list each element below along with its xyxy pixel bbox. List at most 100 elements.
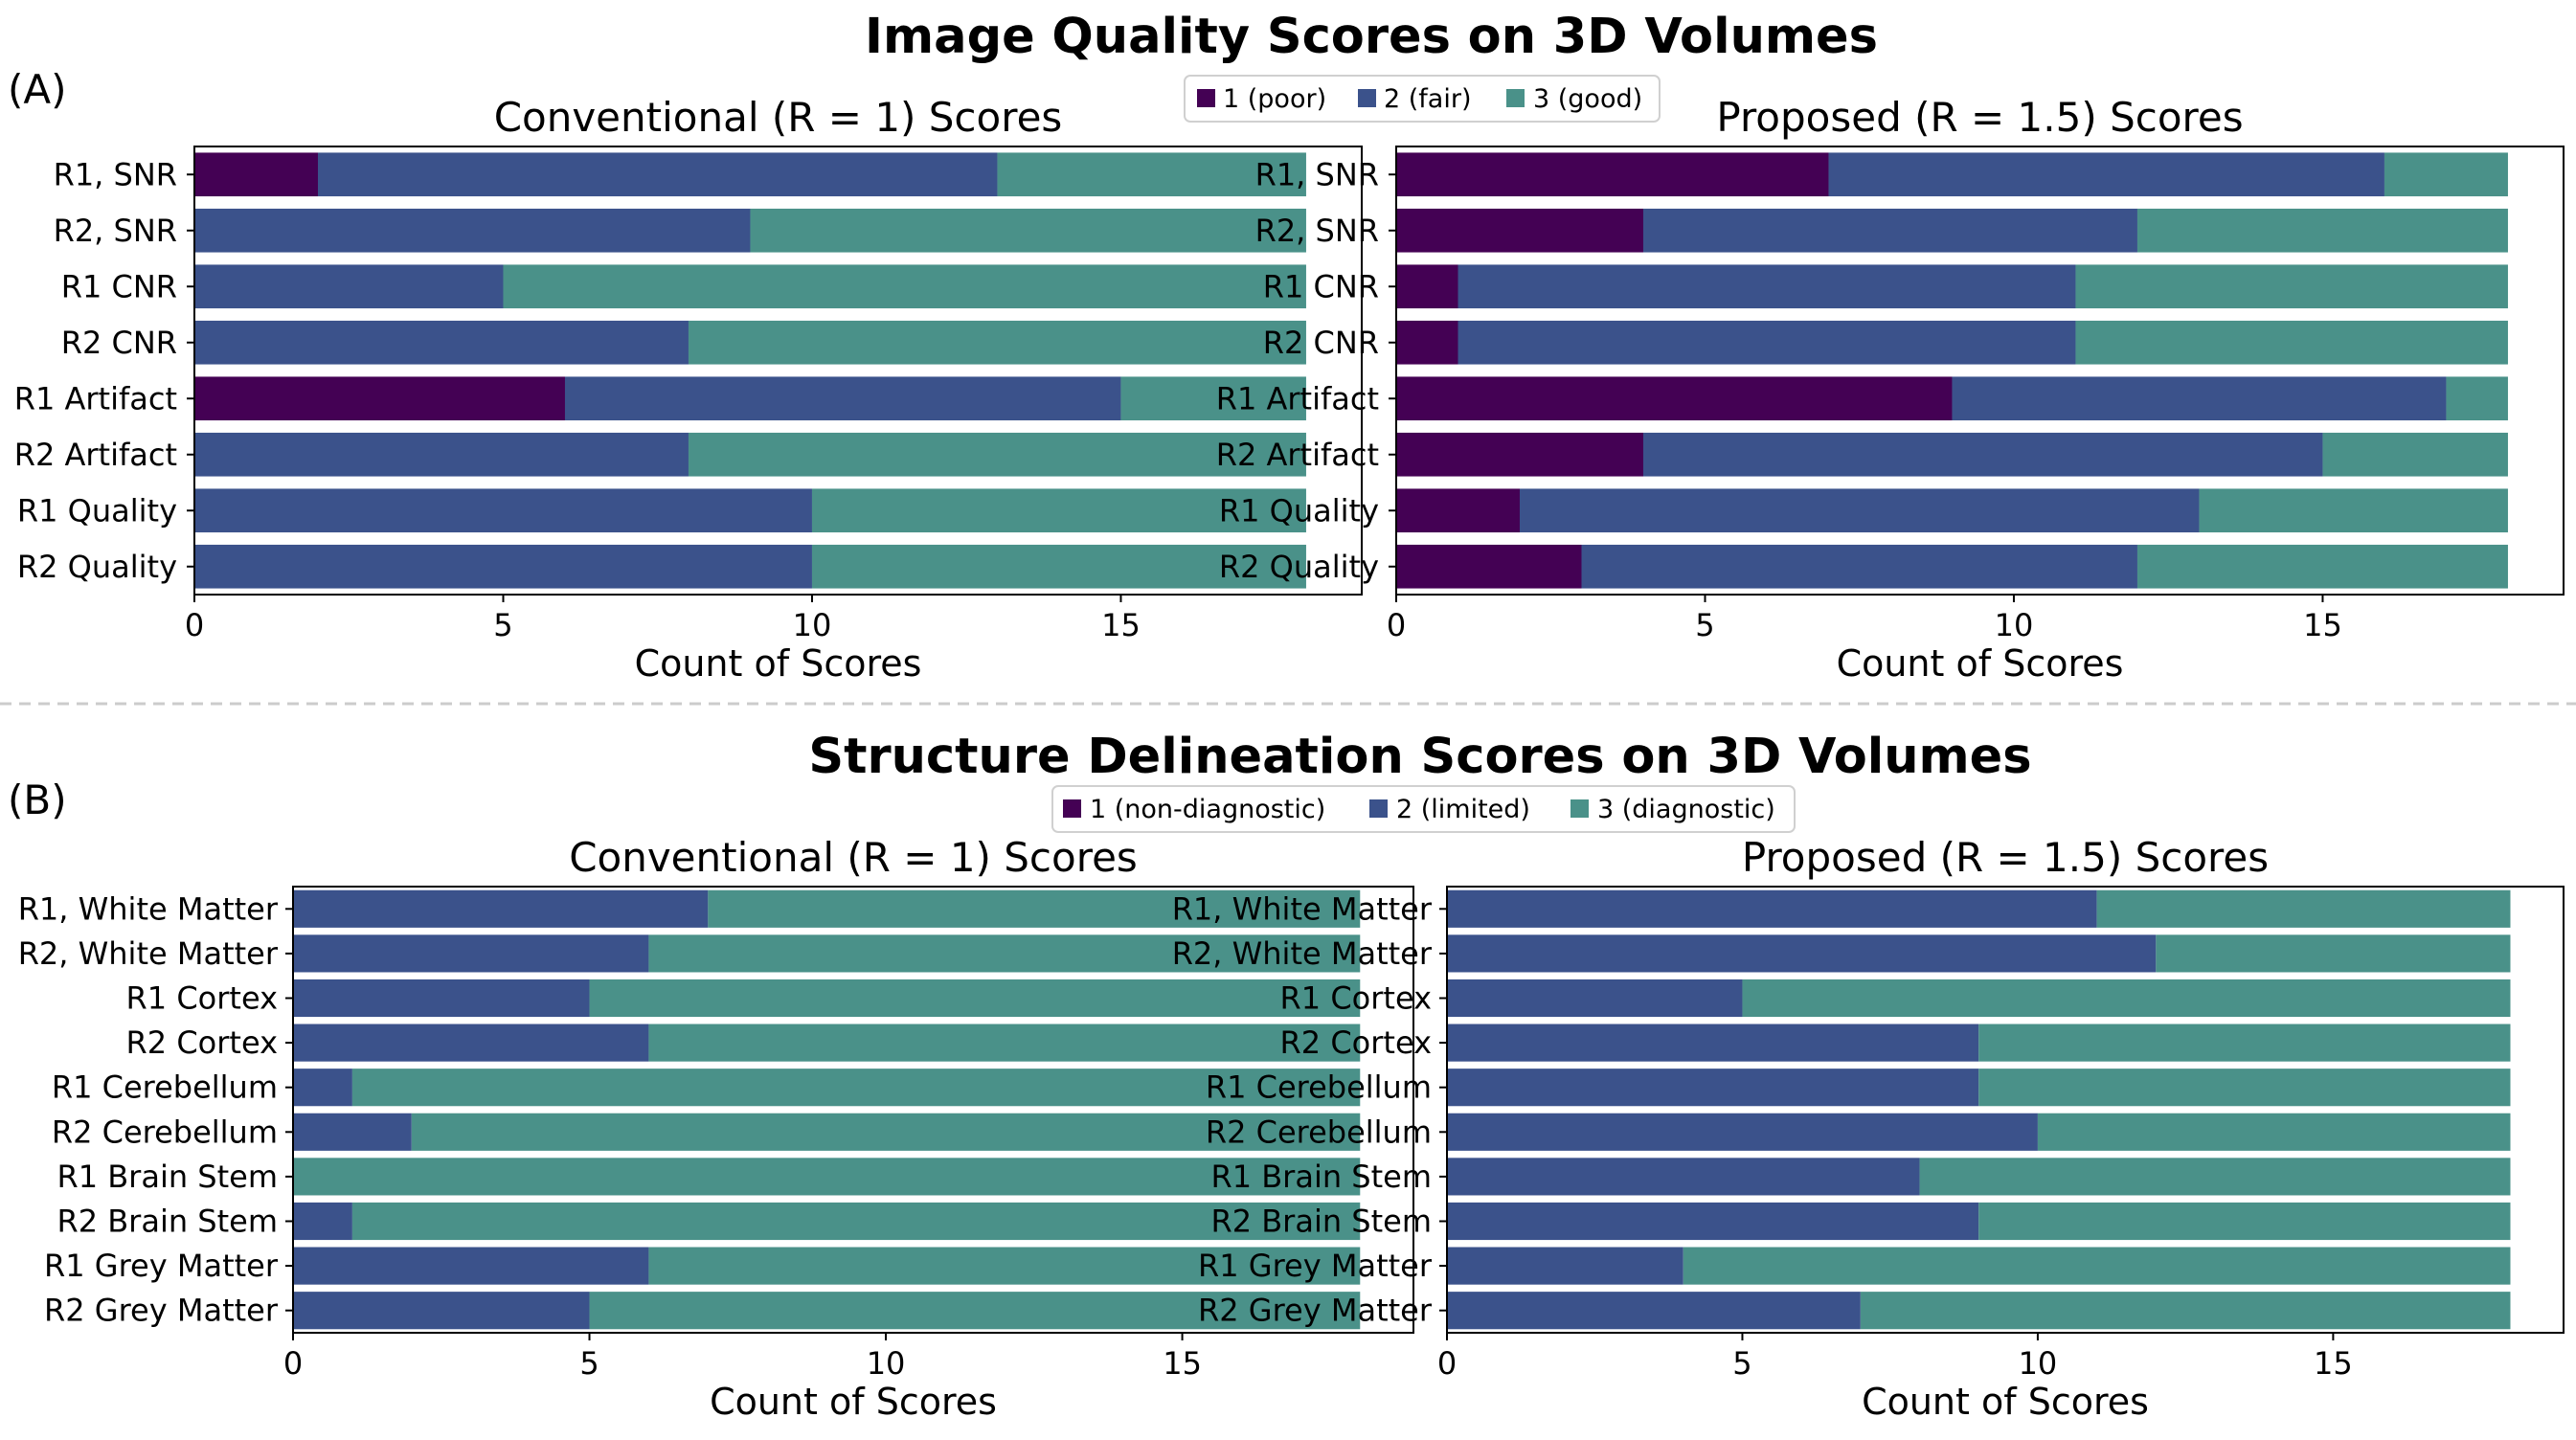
y-tick-label: R1 Artifact: [14, 380, 177, 416]
legend-label: 1 (non-diagnostic): [1090, 795, 1325, 824]
x-tick-label: 10: [2019, 1345, 2058, 1382]
y-tick-label: R1 Cortex: [1280, 980, 1432, 1017]
bar-segment: [589, 1292, 1361, 1330]
bar-segment: [688, 320, 1306, 365]
x-tick-label: 15: [2314, 1345, 2353, 1382]
x-axis-label: Count of Scores: [1837, 642, 2124, 685]
bar-segment: [1978, 1069, 2511, 1107]
bar-segment: [194, 432, 689, 477]
bar-segment: [293, 1069, 352, 1107]
y-tick-label: R1 Grey Matter: [44, 1248, 279, 1284]
bar-segment: [811, 544, 1306, 589]
y-tick-label: R2 Cortex: [1280, 1024, 1432, 1061]
bar-segment: [1828, 152, 2384, 197]
bar-segment: [1447, 889, 2097, 928]
bar-segment: [1447, 1069, 1979, 1107]
x-tick-label: 0: [1387, 607, 1406, 643]
bar-segment: [194, 544, 812, 589]
bar-segment: [1447, 979, 1743, 1018]
legend-label: 2 (limited): [1396, 795, 1530, 824]
y-tick-label: R2 CNR: [1263, 325, 1379, 361]
x-tick-label: 15: [1163, 1345, 1202, 1382]
section-b-panel-label: (B): [8, 776, 67, 823]
bar-segment: [194, 264, 504, 309]
bar-segment: [1919, 1158, 2511, 1196]
section-b-title: Structure Delineation Scores on 3D Volum…: [808, 729, 2031, 785]
y-tick-label: R1 Grey Matter: [1198, 1248, 1433, 1284]
bar-segment: [1978, 1024, 2511, 1062]
x-tick-label: 15: [1101, 607, 1141, 643]
y-tick-label: R2 Artifact: [1216, 437, 1379, 473]
x-tick-label: 10: [867, 1345, 906, 1382]
y-tick-label: R2, White Matter: [18, 935, 279, 972]
legend-swatch: [1197, 89, 1215, 107]
y-tick-label: R2 Brain Stem: [1210, 1204, 1432, 1240]
y-tick-label: R1, White Matter: [1172, 890, 1433, 927]
bar-segment: [2136, 544, 2508, 589]
chart-b-conventional: Conventional (R = 1) Scores R1, White Mat…: [18, 834, 1414, 1423]
x-axis-label: Count of Scores: [1862, 1381, 2149, 1423]
bar-segment: [1396, 320, 1458, 365]
bar-segment: [1396, 376, 1953, 421]
bar-segment: [1860, 1292, 2511, 1330]
bar-segment: [997, 152, 1306, 197]
bar-segment: [1396, 432, 1643, 477]
bar-segment: [1457, 320, 2076, 365]
legend-label: 3 (diagnostic): [1597, 795, 1775, 824]
bar-segment: [293, 1024, 649, 1062]
legend-swatch: [1063, 799, 1081, 818]
y-tick-label: R1 CNR: [1263, 268, 1379, 304]
y-tick-label: R1 Brain Stem: [56, 1159, 278, 1195]
bar-segment: [1120, 376, 1306, 421]
y-tick-label: R2 Cerebellum: [52, 1114, 278, 1150]
bar-segment: [293, 1113, 412, 1151]
chart-b-proposed: Proposed (R = 1.5) Scores R1, White Matte…: [1172, 834, 2565, 1423]
axes-frame: [292, 886, 1414, 1334]
bar-segment: [1581, 544, 2137, 589]
bar-segment: [2075, 320, 2508, 365]
bar-segment: [1447, 1202, 1979, 1241]
x-tick-label: 5: [493, 607, 512, 643]
bar-segment: [293, 1158, 1361, 1196]
bar-segment: [503, 264, 1306, 309]
x-axis-label: Count of Scores: [710, 1381, 997, 1423]
y-tick-label: R1, SNR: [54, 156, 177, 192]
bar-segment: [648, 1024, 1361, 1062]
bar-segment: [1447, 1247, 1683, 1285]
chart-a-proposed: Proposed (R = 1.5) Scores R1, SNR R2, SNR R…: [1216, 94, 2565, 685]
bar-segment: [2199, 488, 2508, 533]
bar-segment: [351, 1069, 1361, 1107]
bar-segment: [2322, 432, 2508, 477]
axes-frame: [1395, 146, 2565, 596]
bar-segment: [1742, 979, 2511, 1018]
legend-frame: [1184, 75, 1661, 123]
y-tick-label: R1 Artifact: [1216, 380, 1379, 416]
y-tick-label: R1, White Matter: [18, 890, 279, 927]
y-tick-label: R2, White Matter: [1172, 935, 1433, 972]
y-tick-label: R1 Quality: [1219, 492, 1379, 529]
bar-segment: [194, 208, 751, 253]
subplot-title: Conventional (R = 1) Scores: [494, 94, 1063, 141]
y-tick-label: R1 Brain Stem: [1210, 1159, 1432, 1195]
bar-segment: [648, 934, 1361, 973]
bar-segment: [1447, 1158, 1920, 1196]
x-tick-label: 0: [1437, 1345, 1457, 1382]
legend-swatch: [1358, 89, 1376, 107]
bar-segment: [351, 1202, 1361, 1241]
bar-segment: [2156, 934, 2511, 973]
bar-segment: [293, 1202, 352, 1241]
bar-segment: [1396, 544, 1582, 589]
axes-frame: [1446, 886, 2565, 1334]
y-tick-label: R1 Cerebellum: [52, 1069, 278, 1106]
bar-segment: [1952, 376, 2447, 421]
bar-segment: [564, 376, 1121, 421]
bar-segment: [688, 432, 1306, 477]
chart-a-conventional: Conventional (R = 1) Scores R1, SNR R2, SN…: [14, 94, 1363, 685]
bar-segment: [2096, 889, 2511, 928]
bar-segment: [293, 889, 709, 928]
bar-segment: [1447, 934, 2157, 973]
subplot-title: Conventional (R = 1) Scores: [569, 834, 1138, 881]
x-tick-label: 5: [1732, 1345, 1751, 1382]
bar-segment: [1978, 1202, 2511, 1241]
